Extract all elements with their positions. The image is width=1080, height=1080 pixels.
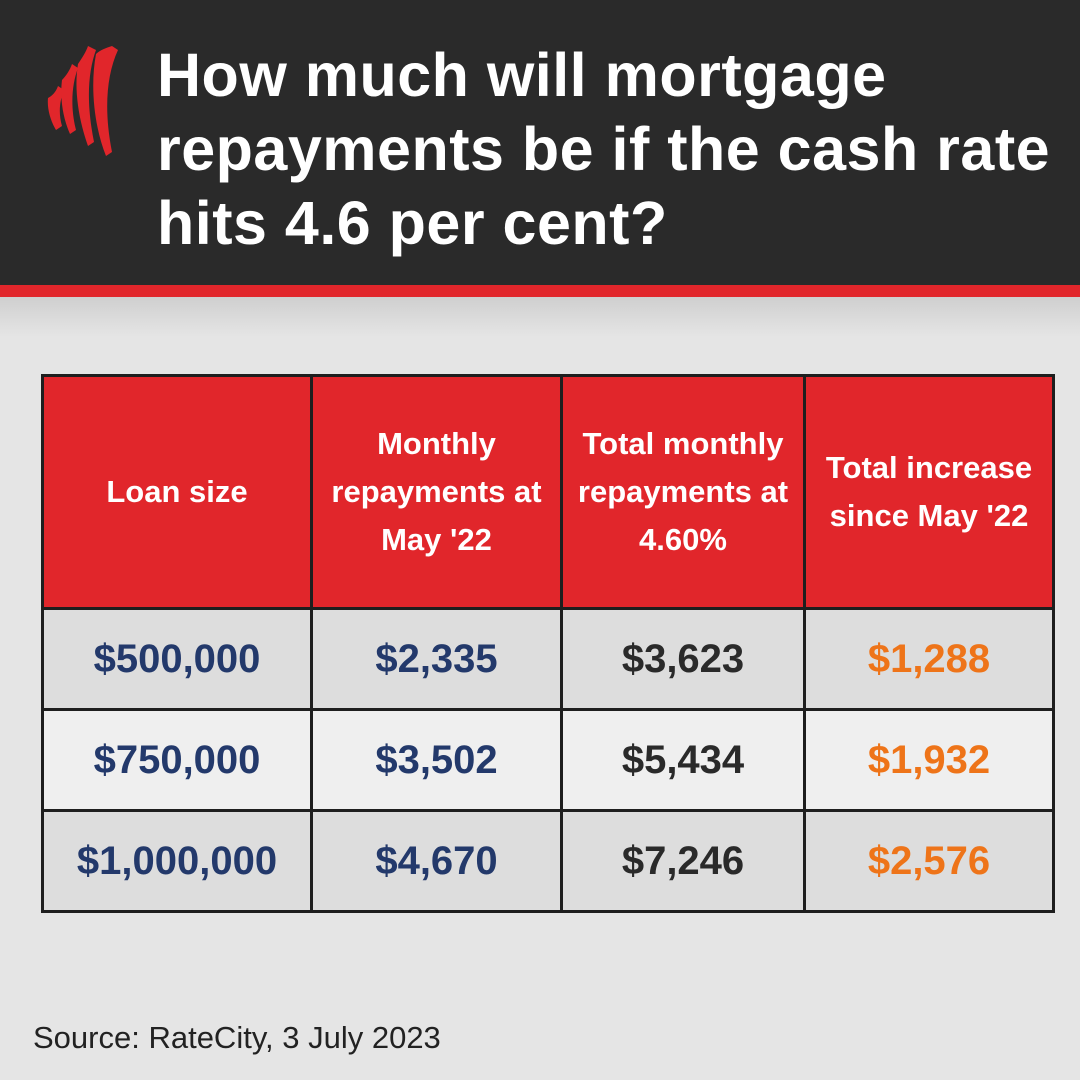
repayments-table: Loan size Monthly repayments at May '22 … (41, 374, 1055, 913)
loan-size-cell: $500,000 (41, 607, 313, 711)
total-repayment-cell: $7,246 (560, 809, 806, 913)
column-header-increase: Total increase since May '22 (803, 374, 1055, 610)
total-repayment-cell: $3,623 (560, 607, 806, 711)
increase-cell: $1,932 (803, 708, 1055, 812)
header-shadow (0, 297, 1080, 337)
total-repayment-cell: $5,434 (560, 708, 806, 812)
column-header-may22: Monthly repayments at May '22 (310, 374, 563, 610)
increase-cell: $1,288 (803, 607, 1055, 711)
increase-cell: $2,576 (803, 809, 1055, 913)
may22-repayment-cell: $3,502 (310, 708, 563, 812)
header-red-stripe (0, 285, 1080, 297)
column-header-loan-size: Loan size (41, 374, 313, 610)
page-title: How much will mortgage repayments be if … (157, 41, 1051, 257)
loan-size-cell: $750,000 (41, 708, 313, 812)
source-note: Source: RateCity, 3 July 2023 (33, 1020, 441, 1055)
table-header-row: Loan size Monthly repayments at May '22 … (41, 374, 1055, 610)
table-row: $500,000 $2,335 $3,623 $1,288 (41, 607, 1055, 711)
table-row: $750,000 $3,502 $5,434 $1,932 (41, 708, 1055, 812)
column-header-total-460: Total monthly repayments at 4.60% (560, 374, 806, 610)
sbs-logo-icon (47, 46, 118, 156)
loan-size-cell: $1,000,000 (41, 809, 313, 913)
may22-repayment-cell: $4,670 (310, 809, 563, 913)
header-banner: How much will mortgage repayments be if … (0, 0, 1080, 285)
may22-repayment-cell: $2,335 (310, 607, 563, 711)
table-row: $1,000,000 $4,670 $7,246 $2,576 (41, 809, 1055, 913)
